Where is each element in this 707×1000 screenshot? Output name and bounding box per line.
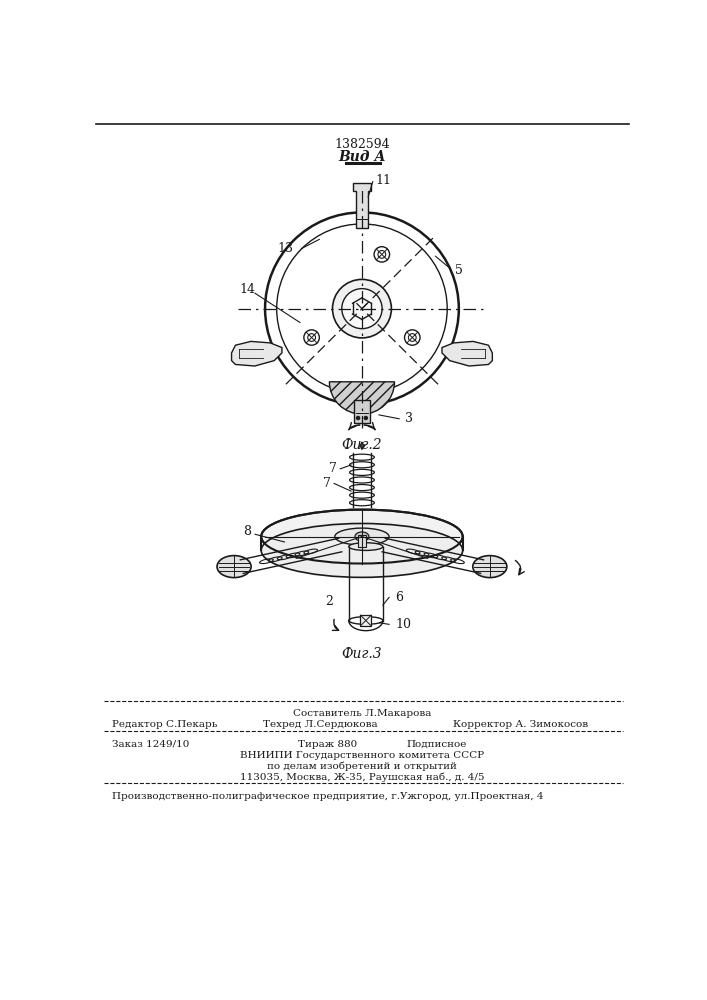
Text: 7: 7 [323,477,331,490]
Text: Редактор С.Пекарь: Редактор С.Пекарь [112,720,217,729]
Text: по делам изобретений и открытий: по делам изобретений и открытий [267,761,457,771]
Ellipse shape [217,556,251,578]
Text: Корректор А. Зимокосов: Корректор А. Зимокосов [452,720,588,729]
Text: 11: 11 [376,174,392,187]
Text: Составитель Л.Макарова: Составитель Л.Макарова [293,709,431,718]
Polygon shape [442,341,492,366]
Circle shape [341,289,382,329]
Text: 3: 3 [404,412,413,425]
Wedge shape [329,382,395,414]
FancyBboxPatch shape [361,615,371,626]
Text: 113035, Москва, Ж-35, Раушская наб., д. 4/5: 113035, Москва, Ж-35, Раушская наб., д. … [240,772,484,782]
Polygon shape [353,183,371,228]
Text: 14: 14 [239,283,255,296]
Text: Тираж 880: Тираж 880 [298,740,357,749]
Text: 1382594: 1382594 [334,138,390,151]
Text: Производственно-полиграфическое предприятие, г.Ужгород, ул.Проектная, 4: Производственно-полиграфическое предприя… [112,792,543,801]
Text: Техред Л.Сердюкова: Техред Л.Сердюкова [263,720,378,729]
Ellipse shape [261,523,462,577]
Ellipse shape [349,543,383,550]
Text: Подписное: Подписное [406,740,467,749]
Text: 13: 13 [278,242,293,255]
Circle shape [364,416,368,420]
Text: ВНИИПИ Государственного комитета СССР: ВНИИПИ Государственного комитета СССР [240,751,484,760]
Ellipse shape [473,556,507,578]
Ellipse shape [349,617,383,624]
Ellipse shape [261,510,462,564]
Polygon shape [232,341,282,366]
FancyBboxPatch shape [358,535,366,547]
Text: Фиг.3: Фиг.3 [341,647,382,661]
Text: 10: 10 [395,618,411,631]
Circle shape [404,330,420,345]
Text: Фиг.2: Фиг.2 [341,438,382,452]
Ellipse shape [335,528,389,545]
Circle shape [374,247,390,262]
Circle shape [304,330,320,345]
Text: Заказ 1249/10: Заказ 1249/10 [112,740,189,749]
FancyBboxPatch shape [354,400,370,423]
Circle shape [332,279,392,338]
Circle shape [356,416,360,420]
Text: 8: 8 [243,525,251,538]
Text: 5: 5 [455,264,463,277]
Text: 7: 7 [329,462,337,475]
Text: 6: 6 [395,591,403,604]
Text: 2: 2 [325,595,332,608]
Ellipse shape [355,532,369,541]
Text: Вид А: Вид А [338,150,386,164]
